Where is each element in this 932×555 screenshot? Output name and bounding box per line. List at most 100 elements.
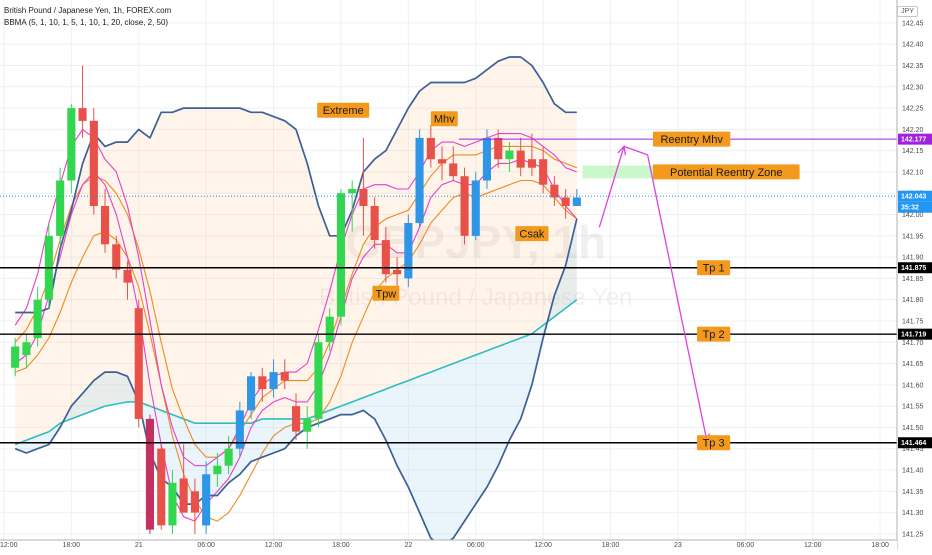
y-tick-label: 141.30 — [902, 510, 924, 517]
price-badge-2-bg — [898, 328, 932, 340]
label-tp2[interactable]: Tp 2 — [697, 326, 731, 342]
candle[interactable] — [213, 452, 222, 488]
candle[interactable] — [426, 125, 435, 168]
candle[interactable] — [11, 338, 20, 377]
grid-layer — [0, 0, 897, 540]
candle[interactable] — [550, 176, 559, 206]
candle[interactable] — [168, 470, 177, 534]
candle[interactable] — [370, 197, 379, 249]
x-tick-label: 06:00 — [737, 542, 755, 549]
candle[interactable] — [572, 188, 581, 206]
candle[interactable] — [303, 406, 312, 449]
label-reentry-zone-bg — [653, 164, 800, 180]
price-badge-3-text: 141.464 — [901, 440, 926, 447]
candle[interactable] — [314, 333, 323, 428]
candle[interactable] — [157, 444, 166, 530]
candle-body — [157, 448, 166, 526]
candle[interactable] — [280, 359, 289, 390]
annotation-csak[interactable]: Csak — [515, 226, 549, 242]
candle[interactable] — [145, 414, 154, 534]
candle[interactable] — [539, 146, 548, 194]
label-reentry-zone[interactable]: Potential Reentry Zone — [653, 164, 800, 180]
candle-body — [258, 376, 267, 390]
candle[interactable] — [134, 299, 143, 428]
candle-body — [336, 193, 345, 317]
candle[interactable] — [33, 286, 42, 347]
candle[interactable] — [67, 103, 76, 194]
candle[interactable] — [348, 180, 357, 232]
candle-body — [179, 478, 188, 513]
annotation-mhv-bg — [430, 111, 458, 127]
candle[interactable] — [381, 227, 390, 283]
x-tick-label: 18:00 — [602, 542, 620, 549]
candle-body — [572, 197, 581, 206]
candle[interactable] — [359, 137, 368, 236]
price-badge-2-text: 141.719 — [901, 332, 926, 339]
candle[interactable] — [527, 133, 536, 177]
currency-label[interactable]: JPY — [897, 6, 918, 17]
candle-body — [112, 244, 121, 270]
annotation-extreme-text: Extreme — [323, 105, 364, 117]
price-axis-bg — [897, 0, 932, 550]
candle[interactable] — [449, 146, 458, 181]
candle[interactable] — [516, 137, 525, 177]
candle[interactable] — [505, 142, 514, 172]
annotation-tpw-text: Tpw — [375, 288, 396, 300]
candle[interactable] — [482, 129, 491, 189]
annotation-extreme[interactable]: Extreme — [317, 102, 370, 118]
candle[interactable] — [438, 146, 447, 181]
y-tick-label: 142.40 — [902, 42, 924, 49]
y-tick-label: 141.95 — [902, 233, 924, 240]
annotation-tpw[interactable]: Tpw — [372, 285, 400, 301]
candle-body — [426, 137, 435, 160]
y-tick-label: 141.25 — [902, 531, 924, 538]
candle[interactable] — [89, 108, 98, 215]
candle[interactable] — [235, 401, 244, 458]
annotation-csak-text: Csak — [519, 229, 545, 241]
candle[interactable] — [494, 129, 503, 168]
candle[interactable] — [179, 444, 188, 513]
candle[interactable] — [78, 65, 87, 138]
candle[interactable] — [56, 167, 65, 245]
x-tick-label: 12:00 — [804, 542, 822, 549]
price-badge-0: 142.177 — [898, 133, 932, 145]
candle[interactable] — [471, 171, 480, 241]
candle[interactable] — [101, 188, 110, 253]
label-tp3[interactable]: Tp 3 — [697, 435, 731, 451]
candle[interactable] — [460, 167, 469, 245]
candle[interactable] — [22, 333, 31, 368]
price-badge-timer-text: 35:32 — [901, 205, 919, 212]
y-tick-label: 142.35 — [902, 63, 924, 70]
candle[interactable] — [44, 223, 53, 309]
candle[interactable] — [561, 188, 570, 219]
candle-body — [550, 184, 559, 198]
candle[interactable] — [404, 214, 413, 287]
candle[interactable] — [269, 359, 278, 398]
candle-body — [561, 197, 570, 206]
candle[interactable] — [415, 129, 424, 228]
annotation-mhv[interactable]: Mhv — [430, 111, 458, 127]
price-badge-1-bg — [898, 262, 932, 274]
label-tp2-bg — [697, 326, 731, 342]
price-badge-timer: 35:32 — [898, 201, 932, 213]
candle[interactable] — [336, 188, 345, 326]
candle[interactable] — [202, 461, 211, 534]
candle[interactable] — [393, 257, 402, 287]
annotation-tpw-bg — [372, 285, 400, 301]
label-reentry-mhv[interactable]: Reentry Mhv — [653, 131, 731, 147]
candle[interactable] — [258, 367, 267, 402]
indicator-legend[interactable]: BBMA (5, 1, 10, 1, 5, 1, 10, 1, 20, clos… — [4, 18, 169, 27]
y-tick-label: 142.45 — [902, 20, 924, 27]
candle[interactable] — [292, 393, 301, 441]
candle[interactable] — [112, 235, 121, 279]
label-tp1[interactable]: Tp 1 — [697, 260, 731, 276]
candle-body — [235, 410, 244, 449]
candle[interactable] — [247, 372, 256, 419]
candle[interactable] — [325, 308, 334, 351]
candle-body — [56, 180, 65, 236]
candle[interactable] — [190, 478, 199, 534]
label-tp3-text: Tp 3 — [703, 438, 725, 450]
